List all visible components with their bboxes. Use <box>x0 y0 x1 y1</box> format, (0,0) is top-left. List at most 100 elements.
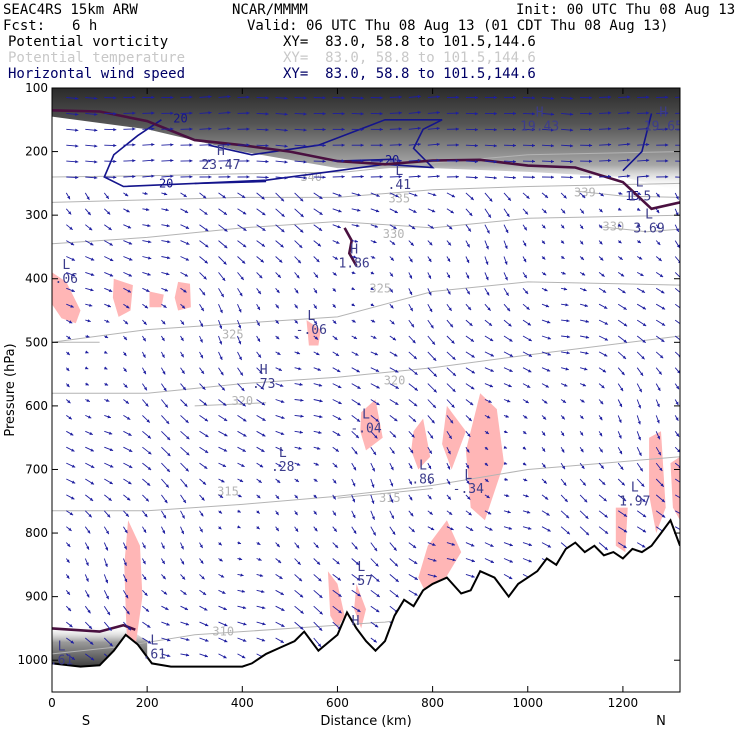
wind-vector-head <box>242 211 247 215</box>
wind-vector-head <box>619 403 622 407</box>
wind-vector-head <box>641 544 646 548</box>
wind-vector-head <box>124 529 128 534</box>
wind-vector-head <box>224 228 228 232</box>
wind-vector-head <box>165 484 169 488</box>
wind-vector-head <box>546 320 551 324</box>
wind-vector-head <box>185 653 190 657</box>
wind-vector-head <box>373 240 377 244</box>
wind-vector-head <box>281 213 285 217</box>
wind-vector-head <box>471 559 475 563</box>
wind-vector-head <box>371 500 375 504</box>
wind-vector <box>675 112 680 114</box>
wind-vector-head <box>238 356 242 360</box>
wind-vector-head <box>585 351 589 355</box>
wind-vector-head <box>242 606 247 610</box>
wind-vector-head <box>352 483 356 487</box>
wind-vector-head <box>484 462 488 466</box>
wind-vector-head <box>580 448 584 453</box>
wind-vector-head <box>66 591 70 595</box>
wind-vector-head <box>126 497 131 501</box>
wind-vector-head <box>413 209 417 213</box>
wind-vector-head <box>205 244 209 248</box>
wind-vector-head <box>314 478 318 482</box>
wind-vector-head <box>357 402 361 406</box>
wind-vector-head <box>428 465 431 469</box>
wind-vector <box>674 272 680 278</box>
wind-vector-head <box>642 323 647 326</box>
wind-vector-head <box>603 353 608 357</box>
wind-vector-head <box>411 226 416 230</box>
wind-vector-head <box>371 468 375 472</box>
wind-vector-head <box>428 258 432 262</box>
wind-vector-head <box>126 416 131 420</box>
wind-vector-head <box>391 241 396 245</box>
wind-vector-head <box>75 160 79 164</box>
wind-vector-head <box>542 416 547 420</box>
wind-vector-head <box>185 225 190 229</box>
wind-vector-head <box>279 447 284 451</box>
wind-vector-head <box>471 354 475 358</box>
wind-vector-head <box>505 229 509 233</box>
wind-vector-head <box>469 527 474 531</box>
wind-vector-head <box>189 175 193 179</box>
wind-vector-head <box>278 463 282 467</box>
wind-vector-head <box>532 175 535 179</box>
wind-vector-head <box>242 448 246 452</box>
wind-vector-head <box>68 416 72 420</box>
wind-vector-head <box>284 96 288 100</box>
wind-vector-head <box>262 622 266 626</box>
wind-vector-head <box>513 95 516 100</box>
wind-vector-head <box>87 530 91 534</box>
wind-vector-head <box>528 526 532 530</box>
wind-vector-head <box>375 609 380 613</box>
wind-vector-head <box>167 452 171 457</box>
wind-vector-head <box>531 128 535 132</box>
wind-vector-head <box>300 229 304 233</box>
wind-vector-head <box>261 196 265 200</box>
wind-vector-head <box>485 276 489 281</box>
wind-vector-head <box>543 209 547 214</box>
wind-vector-head <box>564 498 568 502</box>
wind-vector-head <box>278 367 282 371</box>
extremum-symbol: L <box>419 458 427 473</box>
wind-vector-head <box>239 479 244 482</box>
wind-vector-head <box>202 591 207 595</box>
wind-vector-head <box>599 449 603 453</box>
wind-vector-head <box>224 623 228 627</box>
wind-vector-head <box>351 303 355 306</box>
wind-vector-head <box>544 194 548 198</box>
wind-vector-head <box>163 192 168 196</box>
wind-vector-head <box>170 127 174 131</box>
wind-vector-head <box>204 449 209 453</box>
wind-vector-head <box>455 143 459 147</box>
wind-vector-head <box>585 319 589 323</box>
wind-vector-head <box>319 611 323 615</box>
wind-vector-head <box>180 353 184 358</box>
potential-vorticity-contours <box>52 109 680 633</box>
wind-vector-head <box>504 277 508 281</box>
wind-vector-head <box>90 641 94 645</box>
wind-vector-head <box>523 274 527 279</box>
wind-vector-head <box>451 194 455 198</box>
pv-contour <box>343 227 358 267</box>
wind-vector-head <box>394 563 398 567</box>
wind-vector-head <box>604 546 608 550</box>
positive-pv-region <box>465 393 504 521</box>
wind-vector-head <box>227 127 231 131</box>
wind-vector-head <box>132 95 136 99</box>
wind-vector-head <box>684 144 687 147</box>
wind-vector-head <box>265 96 269 100</box>
wind-vector-head <box>352 319 356 323</box>
wind-vector-head <box>144 592 148 596</box>
wind-vector-head <box>143 387 147 391</box>
wind-vector-head <box>227 143 231 147</box>
extremum-symbol: L <box>631 481 639 496</box>
wind-vector-head <box>544 288 548 292</box>
wind-vector-head <box>313 511 317 515</box>
wind-vector-head <box>580 241 584 245</box>
wind-vector-head <box>352 498 356 503</box>
wind-vector-head <box>562 210 566 214</box>
wind-vector-head <box>360 143 364 147</box>
wind-vector-head <box>509 338 513 342</box>
wind-vector-head <box>355 352 359 356</box>
